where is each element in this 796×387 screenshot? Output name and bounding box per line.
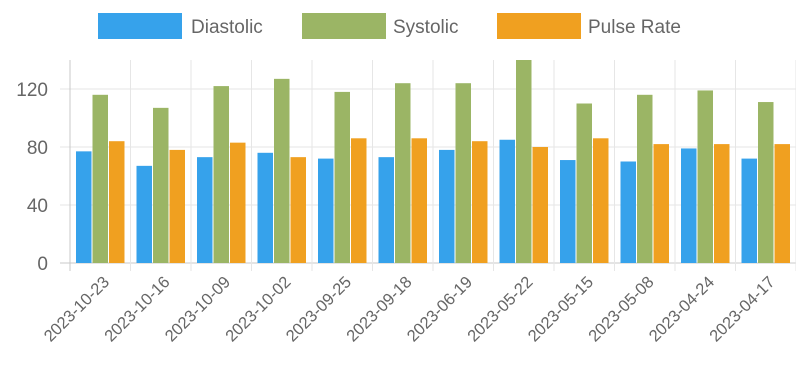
bar-diastolic [499,139,515,263]
bar-pulse-rate [290,157,306,263]
legend-swatch [302,13,386,39]
bar-pulse-rate [230,142,246,263]
bar-systolic [516,60,532,263]
bar-diastolic [560,160,576,263]
bar-systolic [395,83,411,263]
bar-pulse-rate [411,138,427,263]
bar-pulse-rate [109,141,125,263]
bar-diastolic [197,157,213,263]
bar-systolic [153,107,169,263]
bar-pulse-rate [653,144,669,263]
chart-bars [76,60,790,264]
bar-pulse-rate [472,141,488,263]
y-tick-label: 80 [27,138,48,159]
bar-pulse-rate [351,138,367,263]
bar-systolic [92,94,108,263]
bar-systolic [334,91,350,264]
bar-systolic [758,102,774,263]
bar-pulse-rate [774,144,790,263]
bar-diastolic [620,161,636,263]
x-tick-label: 2023-04-17 [706,273,778,345]
bar-diastolic [439,149,455,263]
y-axis: 0 40 80 120 [16,80,48,275]
bar-systolic [637,94,653,263]
bar-systolic [455,83,471,263]
y-tick-label: 40 [27,196,48,217]
bar-systolic [697,90,713,263]
bar-pulse-rate [593,138,609,263]
bar-diastolic [741,158,757,263]
bar-diastolic [378,157,394,263]
y-tick-label: 120 [16,80,48,101]
bar-diastolic [76,151,92,263]
bar-pulse-rate [532,147,548,263]
bar-systolic [213,86,229,263]
bar-diastolic [318,158,334,263]
legend-swatch [98,13,182,39]
y-tick-label: 0 [37,254,48,275]
legend-swatch [497,13,581,39]
bar-diastolic [681,148,697,263]
bar-systolic [576,103,592,263]
bar-systolic [274,78,290,263]
bar-pulse-rate [169,149,185,263]
x-axis: 2023-10-232023-10-162023-10-092023-10-02… [41,273,779,345]
bar-diastolic [136,165,152,263]
bar-diastolic [257,152,273,263]
legend-label: Pulse Rate [588,17,681,38]
chart-legend: Diastolic Systolic Pulse Rate [98,13,681,39]
bar-pulse-rate [714,144,730,263]
legend-label: Systolic [393,17,458,38]
legend-label: Diastolic [191,17,263,38]
